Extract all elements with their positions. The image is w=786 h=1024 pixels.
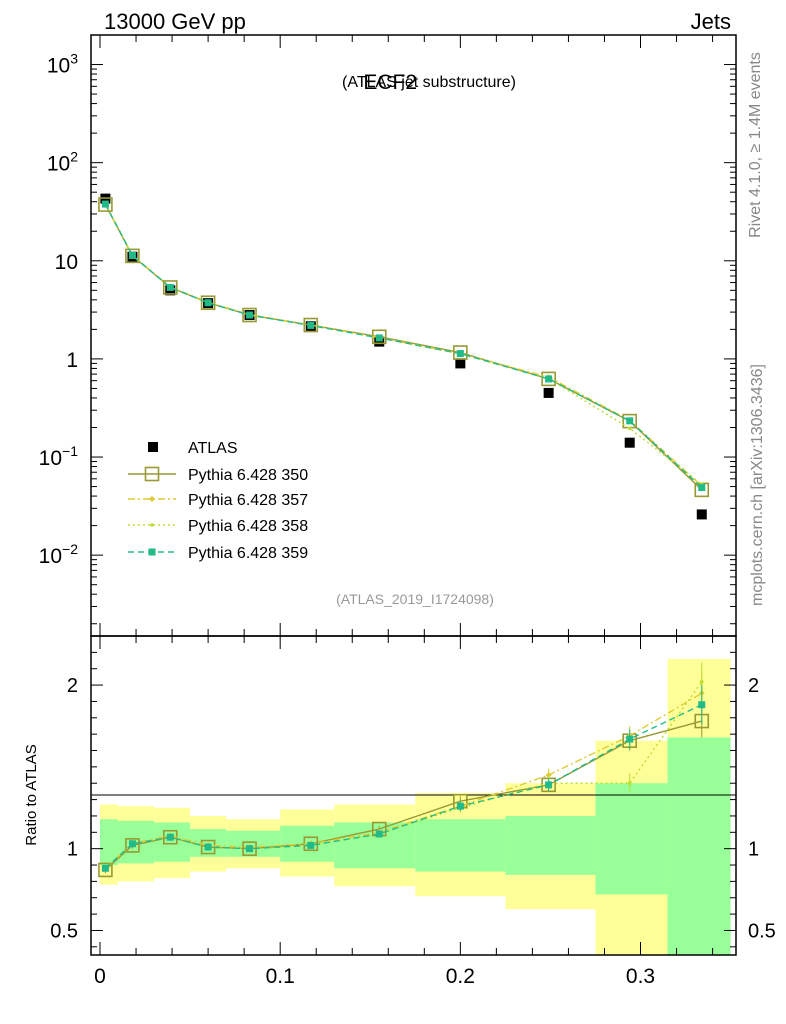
- ratio-point: [456, 802, 464, 810]
- legend-label: Pythia 6.428 350: [188, 467, 308, 484]
- mc-point: [200, 295, 216, 311]
- atlas-data-point: [696, 509, 707, 520]
- legend-label-atlas: ATLAS: [188, 440, 238, 457]
- atlas-data-point: [543, 387, 554, 398]
- main-ytick-label: 10−2: [39, 541, 79, 568]
- ratio-ytick-label-right: 2: [748, 675, 759, 697]
- legend-marker: [149, 496, 155, 502]
- mc-point: [101, 200, 109, 208]
- mc-point: [456, 350, 464, 358]
- ratio-point: [626, 735, 634, 743]
- legend-marker: [144, 466, 160, 482]
- ratio-frame: [90, 635, 737, 956]
- ratio-point: [125, 838, 140, 853]
- main-ytick-label: 10: [55, 251, 78, 274]
- legend-marker: [150, 523, 154, 527]
- main-ytick-label: 102: [47, 149, 78, 176]
- mc-point: [307, 321, 315, 329]
- ratio-point: [101, 864, 109, 872]
- legend: ATLAS Pythia 6.428 350 Pythia 6.428 357 Pyt…: [128, 440, 308, 562]
- ratio-point: [545, 781, 553, 789]
- ratio-ytick-label: 0.5: [50, 920, 78, 942]
- main-panel: ECF2 (ATLAS jet substructure) (ATLAS_201…: [39, 34, 737, 637]
- mc-point: [166, 283, 174, 291]
- uncertainty-band-stat: [415, 819, 506, 872]
- legend-marker: [148, 548, 156, 556]
- main-ytick-label: 10−1: [39, 443, 79, 470]
- atlas-data-point: [374, 336, 385, 347]
- mc-point: [125, 248, 140, 264]
- ratio-ytick-label: 2: [67, 675, 78, 697]
- mc-point: [626, 417, 634, 425]
- main-ytick-label: 1: [66, 349, 78, 372]
- analysis-id: (ATLAS_2019_I1724098): [336, 591, 494, 607]
- ratio-ytick-label-right: 1: [748, 839, 759, 861]
- ratio-point: [627, 781, 632, 786]
- ratio-point: [98, 862, 113, 878]
- mcplots-label: mcplots.cern.ch [arXiv:1306.3436]: [749, 364, 766, 606]
- uncertainty-band-stat: [505, 815, 596, 875]
- uncertainty-band-stat: [100, 819, 119, 866]
- ratio-point: [698, 701, 706, 709]
- chart-subtitle: (ATLAS jet substructure): [342, 74, 516, 91]
- ratio-series-line: [104, 704, 703, 869]
- ratio-point: [128, 840, 136, 848]
- ratio-panel: 0.5 0.5 1 1 2 2 0 0.1 0.2 0.3 Ratio to ATLAS: [23, 635, 776, 988]
- mc-point: [541, 371, 556, 387]
- mc-point: [128, 251, 136, 259]
- uncertainty-band-stat: [667, 737, 731, 955]
- ratio-point: [204, 843, 212, 851]
- ratio-point: [166, 833, 174, 841]
- main-ytick-label: 103: [47, 51, 78, 78]
- mc-point: [545, 375, 553, 383]
- mc-point: [162, 280, 178, 295]
- uncertainty-band-stat: [154, 822, 191, 862]
- ratio-point: [307, 841, 315, 849]
- xtick-label: 0: [94, 965, 106, 988]
- chart-title: ECF2: [363, 71, 417, 94]
- mc-point: [246, 311, 254, 319]
- legend-marker-atlas: [148, 442, 158, 452]
- mc-point: [627, 426, 632, 431]
- legend-label: Pythia 6.428 358: [188, 518, 308, 535]
- legend-label: Pythia 6.428 357: [188, 492, 308, 509]
- ratio-point: [545, 772, 552, 779]
- xtick-label: 0.3: [626, 965, 655, 988]
- rivet-version-label: Rivet 4.1.0, ≥ 1.4M events: [747, 52, 764, 238]
- legend-label: Pythia 6.428 359: [188, 545, 308, 562]
- ratio-point: [699, 680, 704, 684]
- ratio-series-line: [104, 692, 703, 869]
- ratio-ytick-label-right: 0.5: [748, 920, 776, 942]
- ratio-ytick-label: 1: [67, 839, 78, 861]
- ratio-point: [375, 830, 383, 838]
- ratio-ylabel: Ratio to ATLAS: [23, 744, 40, 845]
- mc-point: [698, 484, 706, 492]
- xtick-label: 0.2: [446, 965, 475, 988]
- xtick-label: 0.1: [266, 965, 295, 988]
- atlas-data-point: [624, 437, 635, 448]
- uncertainty-band-stat: [595, 783, 668, 895]
- mc-point: [204, 299, 212, 307]
- mc-point: [98, 197, 113, 212]
- header-left: 13000 GeV pp: [104, 9, 246, 34]
- atlas-data-point: [455, 358, 466, 369]
- mc-point: [453, 345, 468, 360]
- ratio-point: [246, 845, 254, 853]
- header-right: Jets: [691, 9, 731, 34]
- mc-point: [303, 317, 319, 333]
- mc-point: [375, 334, 383, 342]
- uncertainty-band-stat: [226, 830, 281, 857]
